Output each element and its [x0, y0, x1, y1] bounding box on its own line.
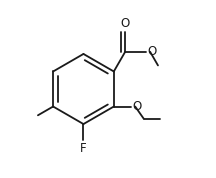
Text: O: O	[132, 100, 141, 113]
Text: O: O	[147, 45, 156, 58]
Text: O: O	[121, 17, 130, 30]
Text: F: F	[80, 142, 87, 155]
